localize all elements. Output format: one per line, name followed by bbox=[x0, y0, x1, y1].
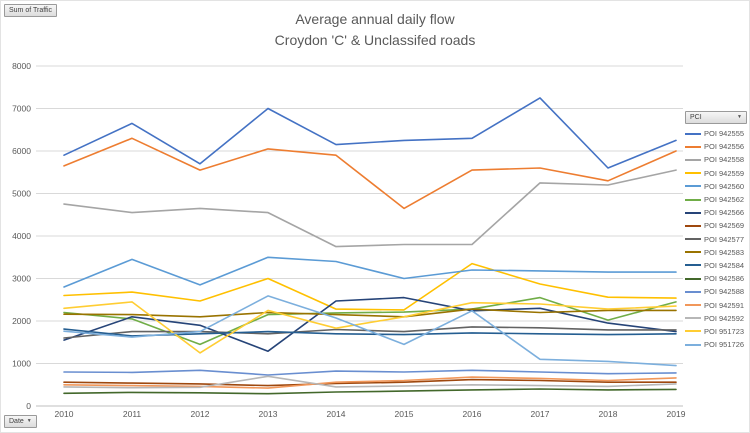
x-axis-tick-label: 2013 bbox=[259, 409, 278, 419]
series-line-POI-942588 bbox=[63, 369, 677, 376]
series-line-POI-951726 bbox=[63, 295, 677, 367]
series-swatch-icon bbox=[685, 211, 701, 214]
axis-field-button[interactable]: Date ▼ bbox=[4, 415, 37, 428]
legend-label: POI 942583 bbox=[704, 247, 745, 257]
series-line-POI-942556 bbox=[63, 137, 677, 210]
x-axis-tick-label: 2012 bbox=[191, 409, 210, 419]
axis-field-label: Date bbox=[9, 418, 24, 425]
y-axis-tick-label: 2000 bbox=[12, 316, 31, 326]
legend-label: POI 942566 bbox=[704, 208, 745, 218]
series-line-POI-942555 bbox=[63, 97, 677, 169]
value-field-button[interactable]: Sum of Traffic bbox=[4, 4, 58, 17]
y-axis-tick-label: 4000 bbox=[12, 231, 31, 241]
series-swatch-icon bbox=[685, 330, 701, 333]
series-line-POI-942583 bbox=[63, 308, 677, 318]
legend-item[interactable]: POI 942559 bbox=[685, 167, 749, 180]
x-axis-tick-label: 2018 bbox=[599, 409, 618, 419]
y-axis-tick-label: 3000 bbox=[12, 274, 31, 284]
legend-item[interactable]: POI 942584 bbox=[685, 259, 749, 272]
series-swatch-icon bbox=[685, 158, 701, 161]
series-swatch-icon bbox=[685, 264, 701, 267]
x-axis-tick-label: 2019 bbox=[667, 409, 686, 419]
legend-item[interactable]: POI 942583 bbox=[685, 246, 749, 259]
x-axis-tick-label: 2010 bbox=[55, 409, 74, 419]
series-line-POI-942586 bbox=[63, 388, 677, 395]
series-swatch-icon bbox=[685, 198, 701, 201]
legend-item[interactable]: POI 942556 bbox=[685, 140, 749, 153]
x-axis-tick-label: 2014 bbox=[327, 409, 346, 419]
legend-label: POI 942569 bbox=[704, 221, 745, 231]
legend-item[interactable]: POI 942591 bbox=[685, 298, 749, 311]
value-field-label: Sum of Traffic bbox=[9, 7, 53, 14]
legend-item[interactable]: POI 942562 bbox=[685, 193, 749, 206]
legend-label: POI 951726 bbox=[704, 340, 745, 350]
series-line-POI-942559 bbox=[63, 262, 677, 311]
legend-label: POI 942592 bbox=[704, 313, 745, 323]
series-swatch-icon bbox=[685, 304, 701, 307]
series-swatch-icon bbox=[685, 251, 701, 254]
series-line-POI-942566 bbox=[63, 296, 677, 353]
y-axis-tick-label: 8000 bbox=[12, 61, 31, 71]
series-swatch-icon bbox=[685, 224, 701, 227]
y-axis-tick-label: 7000 bbox=[12, 104, 31, 114]
legend-item[interactable]: POI 942555 bbox=[685, 127, 749, 140]
series-swatch-icon bbox=[685, 343, 701, 346]
legend-item[interactable]: POI 951723 bbox=[685, 325, 749, 338]
legend-label: POI 942577 bbox=[704, 234, 745, 244]
legend-label: POI 942556 bbox=[704, 142, 745, 152]
y-axis-tick-label: 5000 bbox=[12, 189, 31, 199]
series-swatch-icon bbox=[685, 132, 701, 135]
series-line-POI-942569 bbox=[63, 378, 677, 387]
legend-label: POI 942559 bbox=[704, 168, 745, 178]
series-swatch-icon bbox=[685, 145, 701, 148]
legend-label: POI 951723 bbox=[704, 326, 745, 336]
series-swatch-icon bbox=[685, 185, 701, 188]
chevron-down-icon: ▼ bbox=[737, 114, 742, 120]
series-line-POI-951723 bbox=[63, 301, 677, 354]
legend-item[interactable]: POI 942560 bbox=[685, 180, 749, 193]
legend-item[interactable]: POI 942569 bbox=[685, 219, 749, 232]
legend-label: POI 942588 bbox=[704, 287, 745, 297]
legend-label: POI 942586 bbox=[704, 274, 745, 284]
chevron-down-icon: ▼ bbox=[26, 418, 32, 424]
legend-items: POI 942555 POI 942556 POI 942558 POI 942559… bbox=[685, 127, 749, 351]
series-line-POI-942591 bbox=[63, 376, 677, 389]
y-axis-tick-label: 1000 bbox=[12, 359, 31, 369]
legend: PCI ▼ POI 942555 POI 942556 POI 942558 POI … bbox=[685, 111, 749, 351]
y-axis-tick-label: 0 bbox=[26, 401, 31, 411]
legend-label: POI 942555 bbox=[704, 129, 745, 139]
legend-label: POI 942558 bbox=[704, 155, 745, 165]
y-axis-tick-label: 6000 bbox=[12, 146, 31, 156]
legend-label: POI 942560 bbox=[704, 181, 745, 191]
legend-item[interactable]: POI 942558 bbox=[685, 153, 749, 166]
series-line-POI-942560 bbox=[63, 256, 677, 288]
legend-item[interactable]: POI 942586 bbox=[685, 272, 749, 285]
series-swatch-icon bbox=[685, 277, 701, 280]
legend-item[interactable]: POI 942577 bbox=[685, 233, 749, 246]
series-swatch-icon bbox=[685, 238, 701, 241]
legend-item[interactable]: POI 942588 bbox=[685, 285, 749, 298]
legend-label: POI 942562 bbox=[704, 195, 745, 205]
legend-item[interactable]: POI 942592 bbox=[685, 312, 749, 325]
legend-field-button[interactable]: PCI ▼ bbox=[685, 111, 747, 124]
legend-field-label: PCI bbox=[690, 114, 702, 121]
x-axis-tick-label: 2011 bbox=[123, 409, 142, 419]
series-swatch-icon bbox=[685, 317, 701, 320]
legend-item[interactable]: POI 942566 bbox=[685, 206, 749, 219]
x-axis-tick-label: 2015 bbox=[395, 409, 414, 419]
series-swatch-icon bbox=[685, 290, 701, 293]
series-line-POI-942592 bbox=[63, 375, 677, 389]
legend-label: POI 942591 bbox=[704, 300, 745, 310]
legend-label: POI 942584 bbox=[704, 260, 745, 270]
x-axis-tick-label: 2016 bbox=[463, 409, 482, 419]
legend-item[interactable]: POI 951726 bbox=[685, 338, 749, 351]
series-swatch-icon bbox=[685, 172, 701, 175]
series-line-POI-942558 bbox=[63, 169, 677, 248]
x-axis-tick-label: 2017 bbox=[531, 409, 550, 419]
